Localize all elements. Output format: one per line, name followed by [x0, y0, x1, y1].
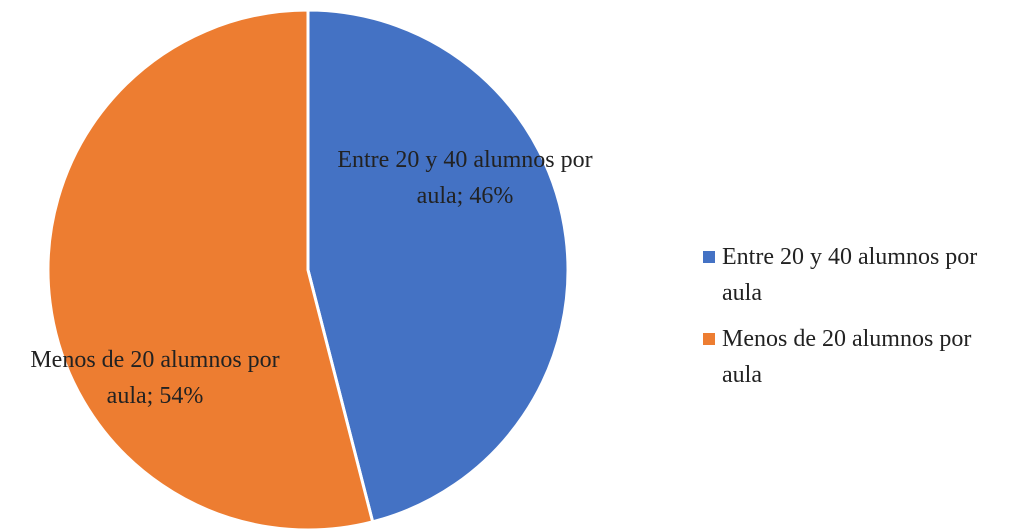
legend-label: Entre 20 y 40 alumnos por aula — [722, 244, 978, 306]
legend-swatch — [703, 251, 715, 263]
pie-slice — [46, 8, 375, 531]
pie-slice — [306, 8, 570, 524]
data-label: Menos de 20 alumnos por aula; 54% — [30, 347, 280, 409]
legend-label: Menos de 20 alumnos por aula — [722, 326, 972, 388]
data-label: Entre 20 y 40 alumnos por aula; 46% — [337, 147, 593, 209]
legend-swatch — [703, 333, 715, 345]
